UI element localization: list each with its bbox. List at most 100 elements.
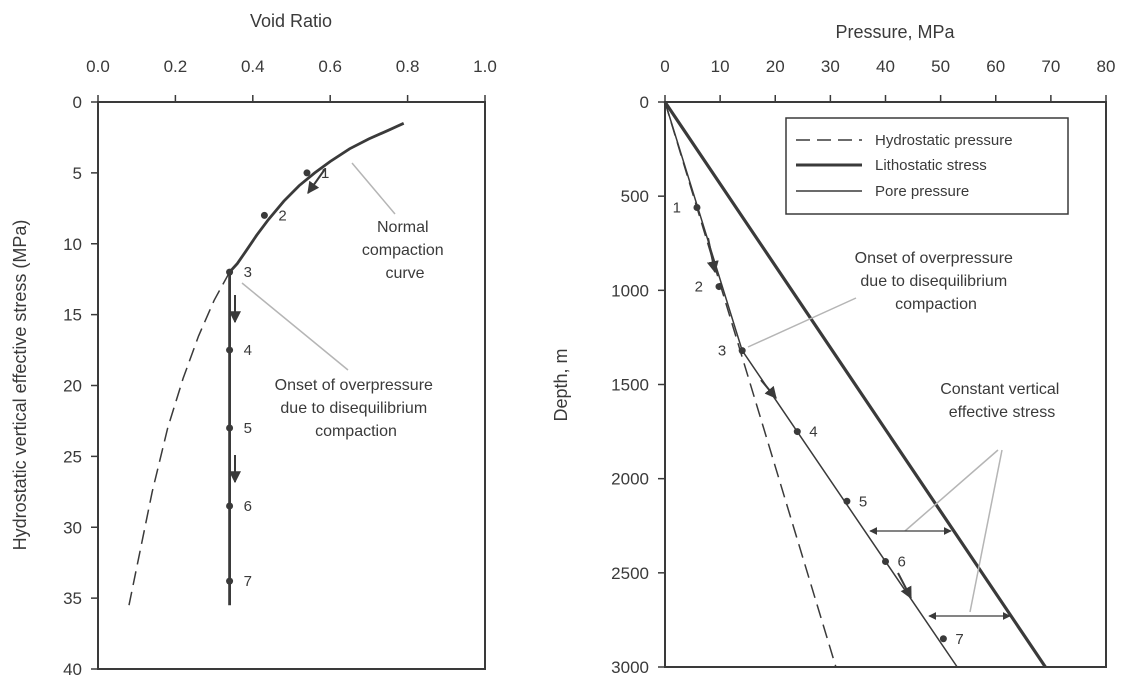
left-series-line-1 bbox=[128, 271, 231, 606]
right-annotation-leader-constant-b bbox=[969, 449, 1003, 613]
right-x-tick-label: 20 bbox=[766, 57, 785, 76]
right-chart: Pressure, MPa Depth, m 0 10 20 30 40 50 60 70 80… bbox=[551, 22, 1115, 677]
left-point-label: 6 bbox=[244, 498, 252, 515]
right-arrow-pore-upper bbox=[706, 237, 719, 274]
left-y-tick-label: 20 bbox=[63, 377, 82, 396]
right-x-tick-label: 60 bbox=[986, 57, 1005, 76]
right-point-marker bbox=[693, 203, 701, 211]
left-y-tick-label: 25 bbox=[63, 447, 82, 466]
left-y-tick-label: 15 bbox=[63, 306, 82, 325]
right-y-tick-label: 0 bbox=[640, 93, 649, 112]
right-point-label: 6 bbox=[898, 554, 906, 571]
left-annotation-onset-line2: due to disequilibrium bbox=[280, 400, 427, 417]
right-point-marker bbox=[882, 558, 889, 566]
right-point-marker bbox=[793, 428, 801, 436]
left-annotation-onset-line1: Onset of overpressure bbox=[275, 377, 433, 394]
left-x-ticks: 0.0 0.2 0.4 0.6 0.8 1.0 bbox=[86, 57, 497, 102]
right-series-hydrostatic-pressure bbox=[664, 101, 837, 668]
left-point-label: 7 bbox=[244, 573, 252, 590]
legend-label-lithostatic: Lithostatic stress bbox=[875, 157, 987, 174]
right-arrow-pore-lower bbox=[897, 572, 912, 600]
right-point-label: 3 bbox=[718, 343, 726, 360]
right-x-tick-label: 50 bbox=[931, 57, 950, 76]
left-point-marker bbox=[226, 577, 234, 585]
left-point-label: 1 bbox=[321, 165, 329, 182]
right-y-tick-label: 1500 bbox=[611, 376, 649, 395]
left-point-label: 2 bbox=[278, 207, 286, 224]
right-y-tick-label: 1000 bbox=[611, 281, 649, 300]
right-x-tick-label: 80 bbox=[1097, 57, 1116, 76]
left-point-label: 4 bbox=[244, 342, 252, 359]
right-point-label: 7 bbox=[955, 631, 963, 648]
right-x-tick-label: 10 bbox=[711, 57, 730, 76]
right-y-axis-label: Depth, m bbox=[551, 348, 571, 421]
left-point-marker bbox=[226, 346, 234, 354]
left-x-tick-label: 0.0 bbox=[86, 57, 110, 76]
left-series-line-0 bbox=[228, 122, 405, 274]
right-y-ticks: 0 500 1000 1500 2000 2500 3000 bbox=[611, 93, 665, 677]
right-annotation-constant: Constant vertical effective stress bbox=[940, 381, 1064, 421]
left-annotation-normal: Normal compaction curve bbox=[362, 219, 448, 282]
left-x-tick-label: 0.4 bbox=[241, 57, 265, 76]
right-arrow-pore-middle bbox=[760, 379, 777, 399]
right-point-label: 1 bbox=[673, 199, 681, 216]
right-x-tick-label: 0 bbox=[660, 57, 669, 76]
left-x-tick-label: 1.0 bbox=[473, 57, 497, 76]
left-point-marker bbox=[260, 211, 268, 219]
left-point-marker bbox=[226, 502, 234, 510]
right-annotation-leader-constant-a bbox=[904, 449, 999, 532]
right-annotation-constant-line2: effective stress bbox=[949, 404, 1055, 421]
left-y-ticks: 0 5 10 15 20 25 30 35 40 bbox=[63, 93, 98, 679]
right-y-tick-label: 2500 bbox=[611, 564, 649, 583]
right-y-tick-label: 2000 bbox=[611, 470, 649, 489]
left-chart: Void Ratio Hydrostatic vertical effectiv… bbox=[10, 11, 497, 679]
right-point-label: 2 bbox=[695, 279, 703, 296]
left-y-tick-label: 30 bbox=[63, 518, 82, 537]
right-annotation-onset-line3: compaction bbox=[895, 296, 977, 313]
left-x-tick-label: 0.2 bbox=[164, 57, 188, 76]
right-x-tick-label: 30 bbox=[821, 57, 840, 76]
left-point-marker bbox=[303, 169, 311, 177]
right-point-label: 5 bbox=[859, 493, 867, 510]
left-point-marker bbox=[226, 268, 234, 276]
left-points-group: 1 2 3 4 5 6 7 bbox=[226, 165, 329, 590]
left-annotation-normal-line1: Normal bbox=[377, 219, 429, 236]
right-points-group: 1 2 3 4 5 6 7 bbox=[673, 199, 964, 647]
legend-label-pore: Pore pressure bbox=[875, 183, 969, 200]
right-y-tick-label: 500 bbox=[621, 187, 649, 206]
right-annotation-onset-line2: due to disequilibrium bbox=[860, 273, 1007, 290]
left-point-label: 3 bbox=[244, 264, 252, 281]
left-annotation-normal-line3: curve bbox=[385, 265, 424, 282]
right-x-tick-label: 40 bbox=[876, 57, 895, 76]
right-point-label: 4 bbox=[809, 424, 817, 441]
left-y-tick-label: 10 bbox=[63, 235, 82, 254]
right-point-marker bbox=[738, 347, 746, 355]
right-legend: Hydrostatic pressure Lithostatic stress … bbox=[785, 117, 1069, 215]
left-y-axis-label: Hydrostatic vertical effective stress (M… bbox=[10, 220, 30, 551]
right-x-ticks: 0 10 20 30 40 50 60 70 80 bbox=[660, 57, 1115, 102]
right-annotation-onset-line1: Onset of overpressure bbox=[855, 250, 1013, 267]
right-point-marker bbox=[843, 497, 851, 505]
left-annotation-onset: Onset of overpressure due to disequilibr… bbox=[275, 377, 438, 440]
left-annotation-leader-normal bbox=[351, 162, 396, 215]
left-x-tick-label: 0.6 bbox=[318, 57, 342, 76]
right-series-lithostatic-stress bbox=[663, 101, 1047, 668]
left-arrow-normal bbox=[307, 168, 326, 194]
legend-label-hydrostatic: Hydrostatic pressure bbox=[875, 132, 1013, 149]
right-annotation-leader-onset bbox=[747, 297, 857, 348]
left-series-group bbox=[128, 122, 405, 606]
left-y-tick-label: 40 bbox=[63, 660, 82, 679]
right-annotation-constant-line1: Constant vertical bbox=[940, 381, 1059, 398]
left-annotation-leader-onset bbox=[241, 282, 349, 371]
right-x-tick-label: 70 bbox=[1041, 57, 1060, 76]
right-annotation-onset: Onset of overpressure due to disequilibr… bbox=[855, 250, 1018, 313]
left-y-tick-label: 5 bbox=[73, 164, 82, 183]
right-point-marker bbox=[939, 635, 947, 643]
left-annotation-normal-line2: compaction bbox=[362, 242, 444, 259]
right-y-tick-label: 3000 bbox=[611, 658, 649, 677]
left-y-tick-label: 35 bbox=[63, 589, 82, 608]
left-x-tick-label: 0.8 bbox=[396, 57, 420, 76]
left-point-label: 5 bbox=[244, 420, 252, 437]
left-y-tick-label: 0 bbox=[73, 93, 82, 112]
